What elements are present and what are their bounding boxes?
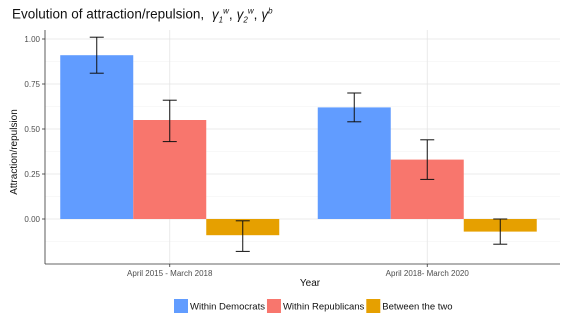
- x-tick-label: April 2015 - March 2018: [127, 269, 213, 278]
- legend-swatch: [174, 299, 188, 313]
- legend-swatch: [266, 299, 281, 313]
- chart-title: Evolution of attraction/repulsion, γ1w, γ…: [12, 6, 273, 24]
- chart-title-text: Evolution of attraction/repulsion,: [12, 6, 205, 22]
- x-axis-title: Year: [300, 278, 321, 289]
- title-symbol: γ1w,: [211, 6, 233, 25]
- legend: Within Democrats Within Republicans Betwee…: [174, 299, 453, 313]
- legend-label: Between the two: [382, 302, 452, 313]
- y-tick-label: 0.25: [24, 170, 40, 179]
- legend-label: Within Republicans: [283, 302, 365, 313]
- bars: [60, 55, 537, 236]
- title-symbol: γ2w,: [236, 6, 258, 25]
- bar: [317, 107, 391, 219]
- y-tick-label: 1.00: [24, 35, 40, 44]
- y-axis-title: Attraction/repulsion: [9, 109, 20, 195]
- legend-label: Within Democrats: [190, 302, 265, 313]
- title-symbols: γ1w, γ2w, γb: [208, 6, 273, 25]
- bar: [60, 55, 134, 220]
- y-tick-label: 0.00: [24, 215, 40, 224]
- axes: 0.00 0.25 0.50 0.75 1.00 April 2015 - March 2…: [24, 30, 560, 278]
- y-tick-label: 0.75: [24, 80, 40, 89]
- y-tick-label: 0.50: [24, 125, 40, 134]
- x-tick-label: April 2018- March 2020: [386, 269, 470, 278]
- legend-swatch: [366, 299, 381, 313]
- error-bars: [89, 36, 508, 252]
- title-symbol: γb: [261, 6, 273, 22]
